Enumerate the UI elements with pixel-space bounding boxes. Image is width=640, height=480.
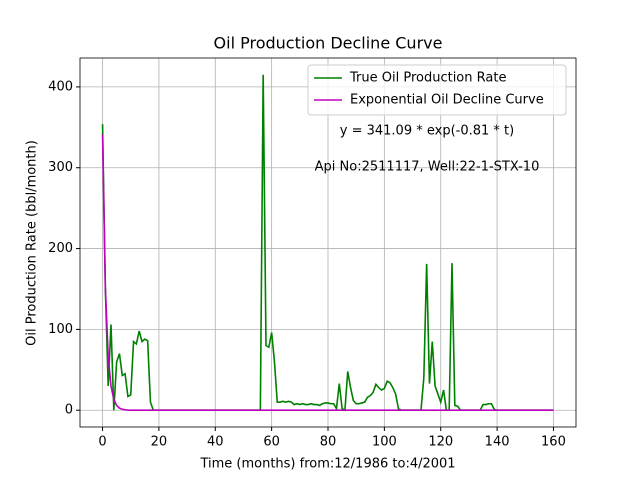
- x-axis-label: Time (months) from:12/1986 to:4/2001: [199, 457, 455, 472]
- chart-title: Oil Production Decline Curve: [214, 34, 443, 53]
- legend-label: True Oil Production Rate: [349, 71, 506, 86]
- annotation: Api No:2511117, Well:22-1-STX-10: [315, 160, 540, 175]
- x-tick-label: 40: [207, 435, 224, 450]
- x-tick-label: 140: [485, 435, 510, 450]
- y-tick-label: 400: [48, 79, 73, 94]
- legend-box: [307, 64, 567, 116]
- y-tick-label: 300: [48, 160, 73, 175]
- legend: True Oil Production Rate Exponential Oil …: [307, 64, 567, 116]
- plot-frame: [79, 57, 577, 428]
- x-tick-label: 0: [98, 435, 106, 450]
- x-tick-label: 60: [263, 435, 280, 450]
- y-tick-label: 200: [48, 241, 73, 256]
- x-tick-label: 120: [428, 435, 453, 450]
- y-tick-label: 100: [48, 322, 73, 337]
- legend-label: Exponential Oil Decline Curve: [350, 93, 544, 108]
- y-tick-label: 0: [65, 403, 73, 418]
- x-tick-label: 80: [320, 435, 337, 450]
- x-tick-label: 100: [372, 435, 397, 450]
- annotation: y = 341.09 * exp(-0.81 * t): [340, 124, 514, 139]
- y-axis-label: Oil Production Rate (bbl/month): [25, 140, 40, 346]
- data-line: [101, 134, 554, 412]
- x-tick-label: 160: [541, 435, 566, 450]
- x-tick-label: 20: [151, 435, 168, 450]
